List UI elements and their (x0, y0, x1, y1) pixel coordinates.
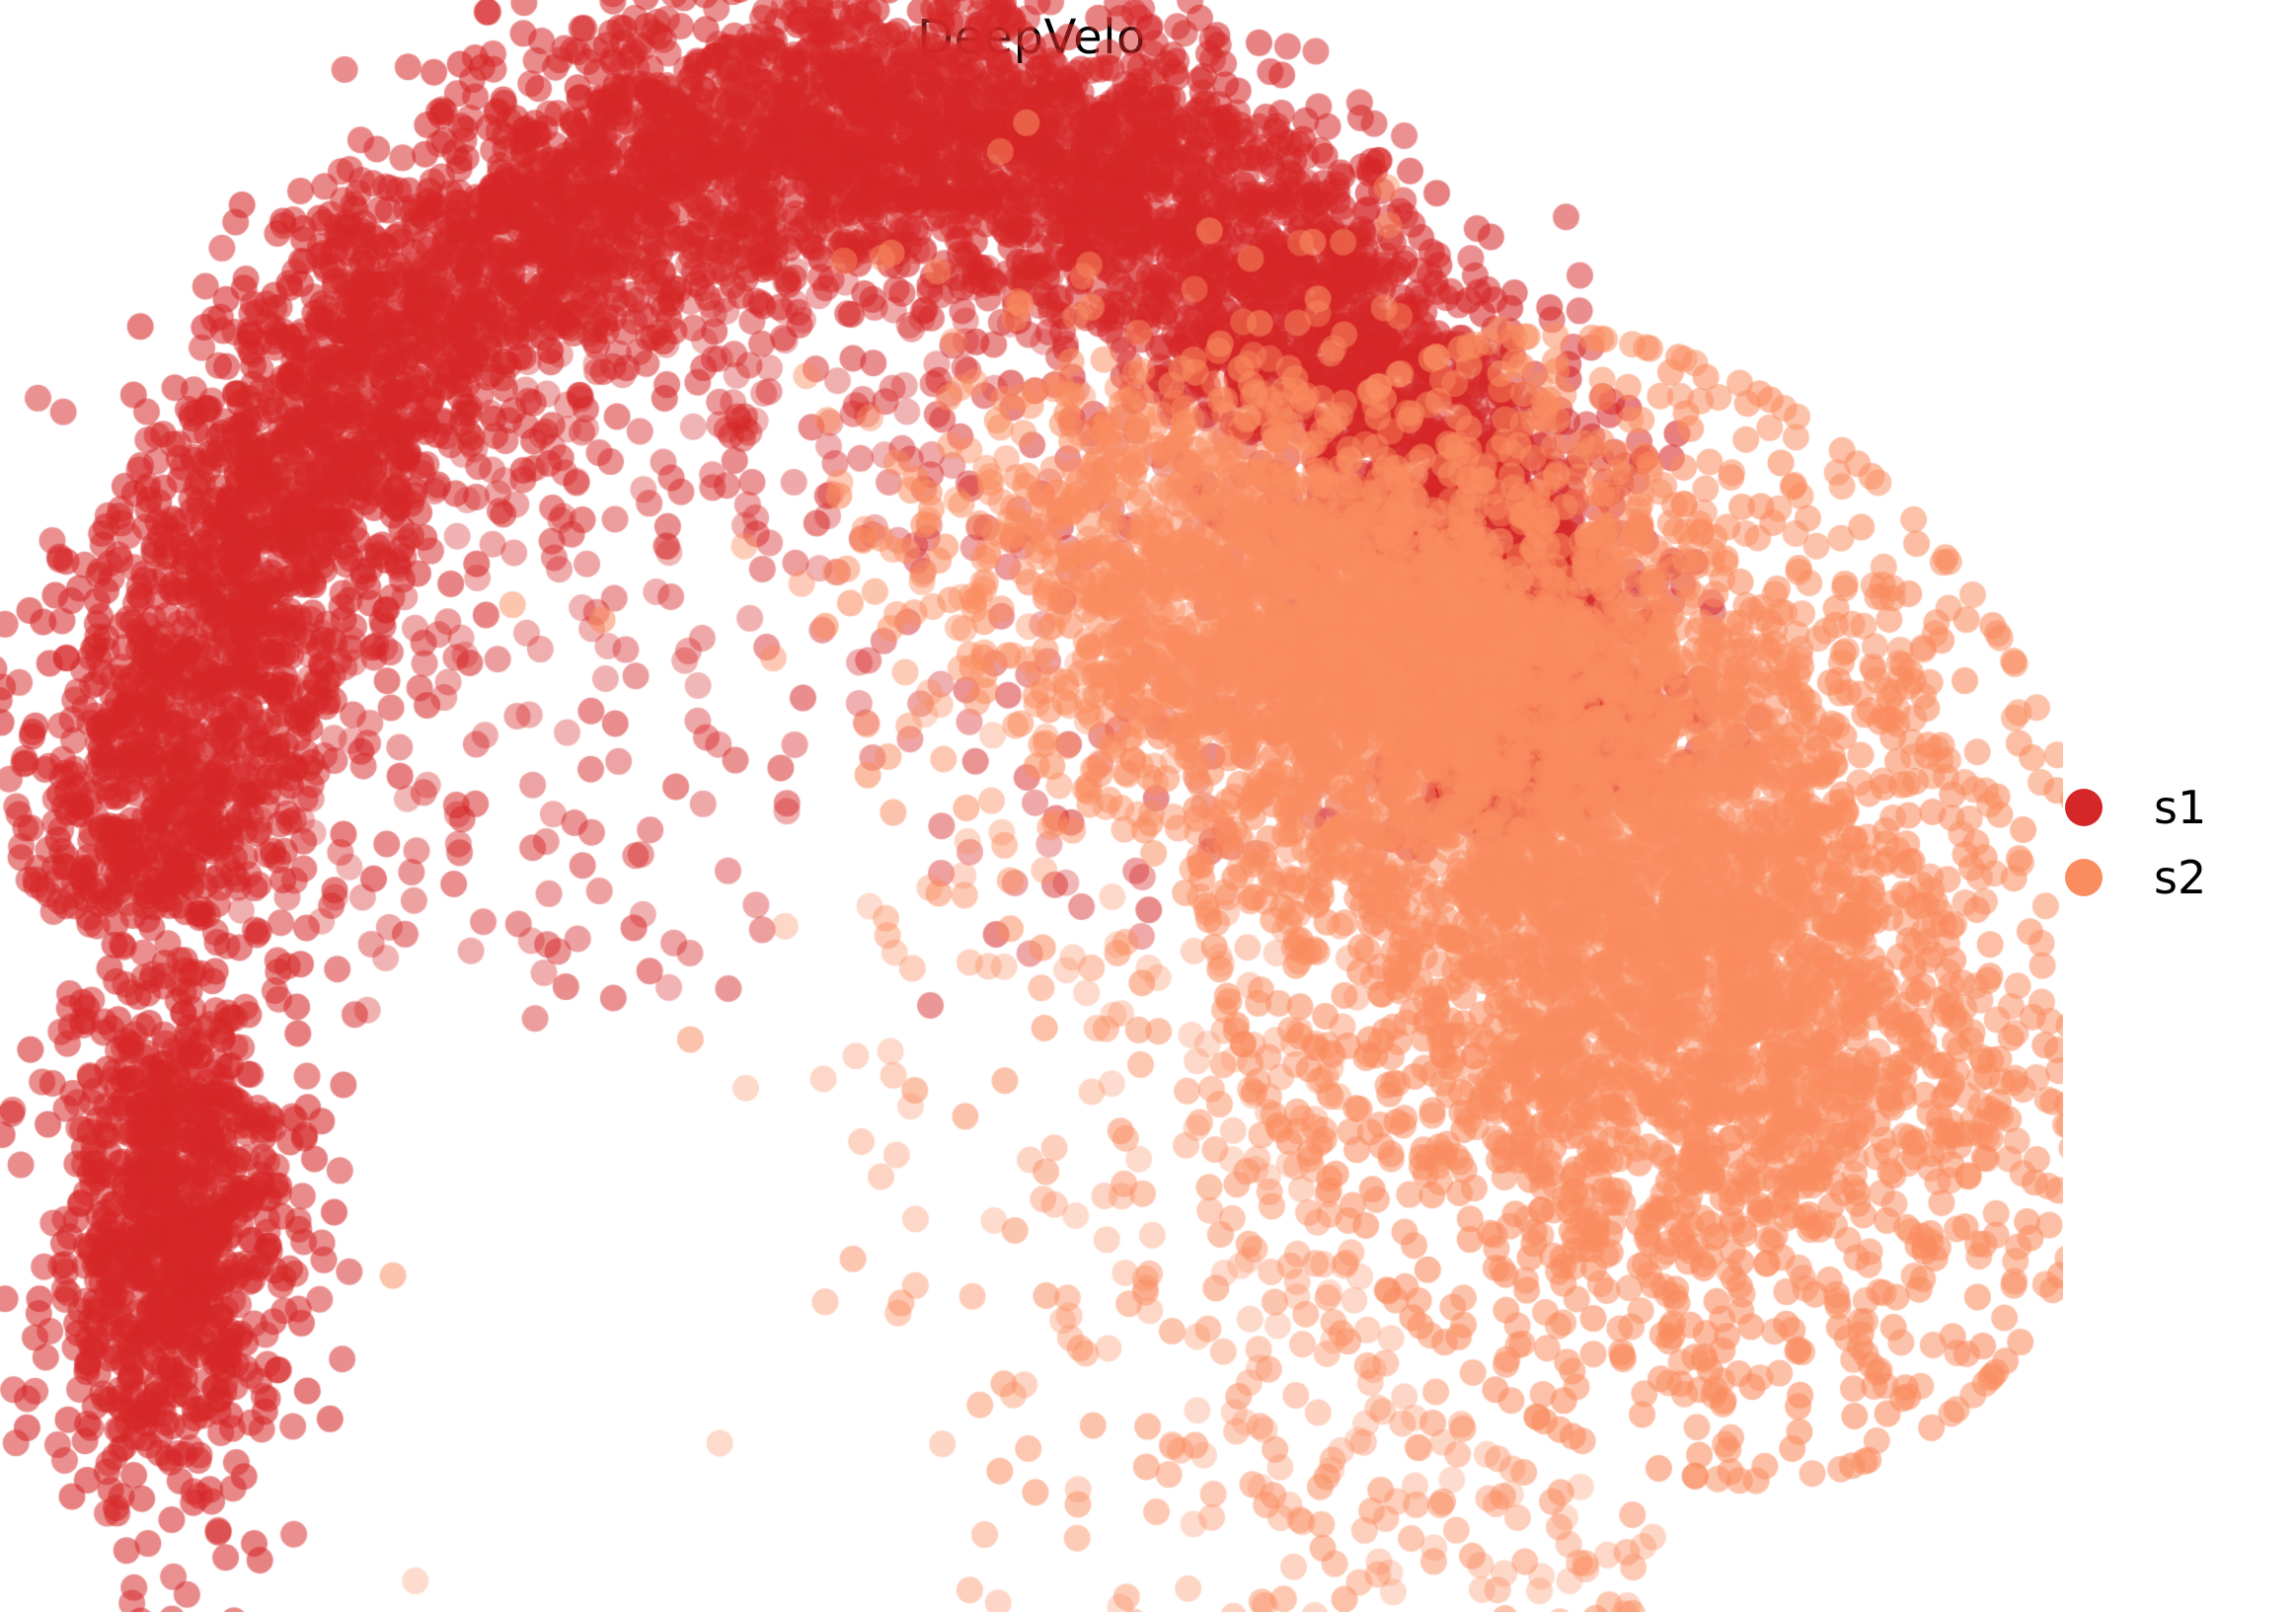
legend-marker-icon-s2 (2065, 858, 2103, 896)
legend: s1 s2 (2065, 772, 2282, 912)
legend-item-s1[interactable]: s1 (2065, 772, 2282, 842)
scatter-axes (0, 0, 2063, 1612)
legend-label-s1: s1 (2154, 780, 2207, 834)
scatter-plot-canvas (0, 0, 2063, 1612)
legend-marker-icon-s1 (2065, 788, 2103, 826)
legend-item-s2[interactable]: s2 (2065, 842, 2282, 912)
legend-label-s2: s2 (2154, 850, 2207, 904)
